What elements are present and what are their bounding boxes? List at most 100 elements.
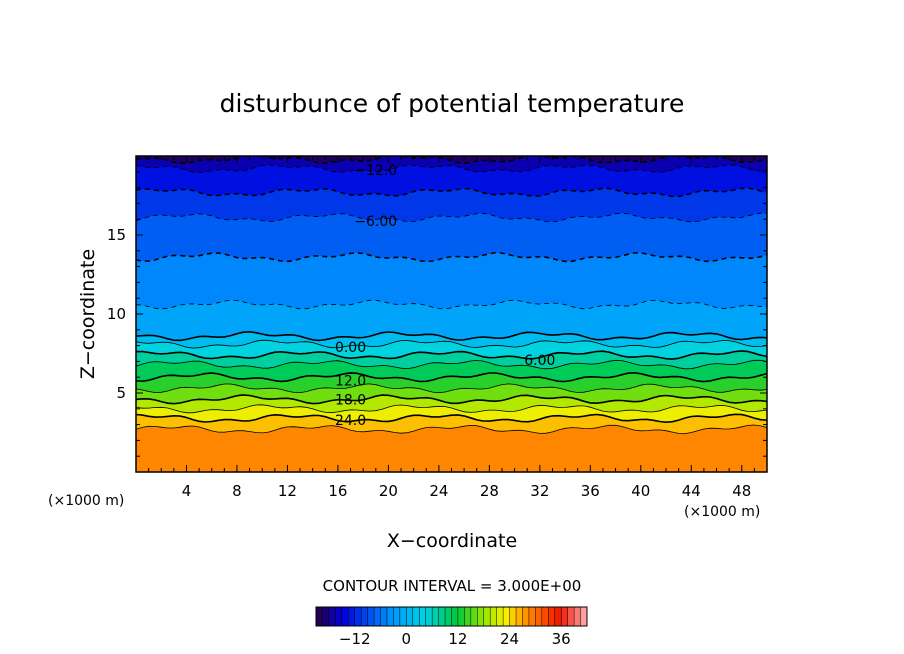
colorbar-segment (509, 607, 517, 626)
contour-line-6 (136, 350, 767, 360)
colorbar-segment (367, 607, 375, 626)
colorbar-segment (451, 607, 459, 626)
contour-line-3 (136, 339, 767, 349)
x-tick-label: 20 (379, 482, 398, 500)
x-tick-label: 36 (581, 482, 600, 500)
colorbar-segment (445, 607, 452, 626)
colorbar-segment (535, 607, 543, 626)
colorbar-segment (567, 607, 575, 626)
y-tick-label: 15 (107, 226, 126, 244)
colorbar-segment (496, 607, 504, 626)
x-tick-label: 16 (328, 482, 347, 500)
contour-line-27 (136, 424, 767, 435)
colorbar-segment (470, 607, 478, 626)
colorbar-segment (541, 607, 549, 626)
contour-line--18 (136, 156, 767, 165)
colorbar-segment (516, 607, 523, 626)
colorbar-segment (425, 607, 433, 626)
contour-line-21 (136, 404, 767, 414)
x-tick-label: 8 (232, 482, 242, 500)
x-tick-label: 4 (182, 482, 192, 500)
colorbar-segment (348, 607, 356, 626)
x-tick-label: 40 (631, 482, 650, 500)
contour-fills (136, 156, 767, 472)
colorbar-segment (548, 607, 556, 626)
colorbar-tick-label: 36 (552, 630, 571, 648)
colorbar-segment (438, 607, 446, 626)
colorbar-segment (361, 607, 368, 626)
colorbar-frame (315, 606, 588, 627)
colorbar-segment (483, 607, 491, 626)
colorbar-segment (399, 607, 407, 626)
contour-line-9 (136, 359, 767, 370)
contour-interval-text: CONTOUR INTERVAL = 3.000E+00 (323, 577, 582, 595)
contour-label: −6.00 (354, 214, 397, 230)
colorbar-segment (574, 607, 581, 626)
x-tick-label: 32 (530, 482, 549, 500)
colorbar-segment (335, 607, 343, 626)
colorbar-segment (322, 607, 330, 626)
contour-label: 24.0 (335, 413, 366, 429)
chart-title: disturbunce of potential temperature (220, 89, 685, 118)
x-tick-label: 12 (278, 482, 297, 500)
contour-line-24 (136, 413, 767, 424)
contour-labels: −12.0 −6.00 0.00 6.00 12.0 18.0 24.0 (335, 163, 555, 429)
contour-line--6 (136, 251, 767, 263)
colorbar-segment (386, 607, 394, 626)
colorbar-tick-label: 0 (402, 630, 412, 648)
colorbar-segment (503, 607, 510, 626)
colorbar-segment (490, 607, 497, 626)
colorbar-segment (522, 607, 530, 626)
colorbar-tick-label: 24 (500, 630, 519, 648)
colorbar-segment (419, 607, 426, 626)
colorbar-segment (561, 607, 568, 626)
colorbar-segment (354, 607, 362, 626)
x-axis-unit-right: (×1000 m) (684, 504, 760, 520)
contour-label: −12.0 (354, 163, 397, 179)
contour-line-12 (136, 371, 767, 383)
x-tick-label: 24 (429, 482, 448, 500)
colorbar: −12 0 12 24 36 (315, 606, 588, 648)
colorbar-tick-label: −12 (339, 630, 371, 648)
colorbar-segment (341, 607, 349, 626)
colorbar-segment (406, 607, 414, 626)
y-tick-label: 10 (107, 305, 126, 323)
colorbar-segment (528, 607, 536, 626)
contour-lines (136, 156, 767, 435)
colorbar-segment (412, 607, 420, 626)
x-tick-label: 44 (682, 482, 701, 500)
colorbar-segment (432, 607, 439, 626)
colorbar-segment (457, 607, 465, 626)
colorbar-segment (374, 607, 381, 626)
colorbar-segment (316, 607, 323, 626)
colorbar-segment (477, 607, 485, 626)
contour-label: 12.0 (335, 373, 366, 389)
x-tick-label: 48 (732, 482, 751, 500)
x-axis-ticks: 4 8 12 16 20 24 28 32 36 40 44 48 (148, 156, 755, 500)
contour-line--9 (136, 212, 767, 223)
colorbar-tick-label: 12 (448, 630, 467, 648)
contour-line-18 (136, 394, 767, 405)
contour-label: 18.0 (335, 392, 366, 408)
contour-label: 6.00 (524, 353, 555, 369)
contour-line-15 (136, 383, 767, 394)
colorbar-segment (393, 607, 401, 626)
colorbar-segment (328, 607, 336, 626)
contour-line--3 (136, 299, 767, 310)
x-axis-unit-left: (×1000 m) (48, 493, 124, 509)
colorbar-segment (580, 607, 588, 626)
colorbar-segment (464, 607, 472, 626)
x-tick-label: 28 (480, 482, 499, 500)
colorbar-segment (554, 607, 562, 626)
y-axis-label: Z−coordinate (77, 249, 99, 379)
contour-label: 0.00 (335, 340, 366, 356)
contour-line-0 (136, 330, 767, 342)
colorbar-segment (380, 607, 388, 626)
y-tick-label: 5 (116, 384, 126, 402)
contour-line--15 (136, 164, 767, 174)
x-axis-label: X−coordinate (387, 530, 517, 552)
contour-line--12 (136, 187, 767, 198)
y-axis-ticks: 5 10 15 (107, 171, 767, 457)
